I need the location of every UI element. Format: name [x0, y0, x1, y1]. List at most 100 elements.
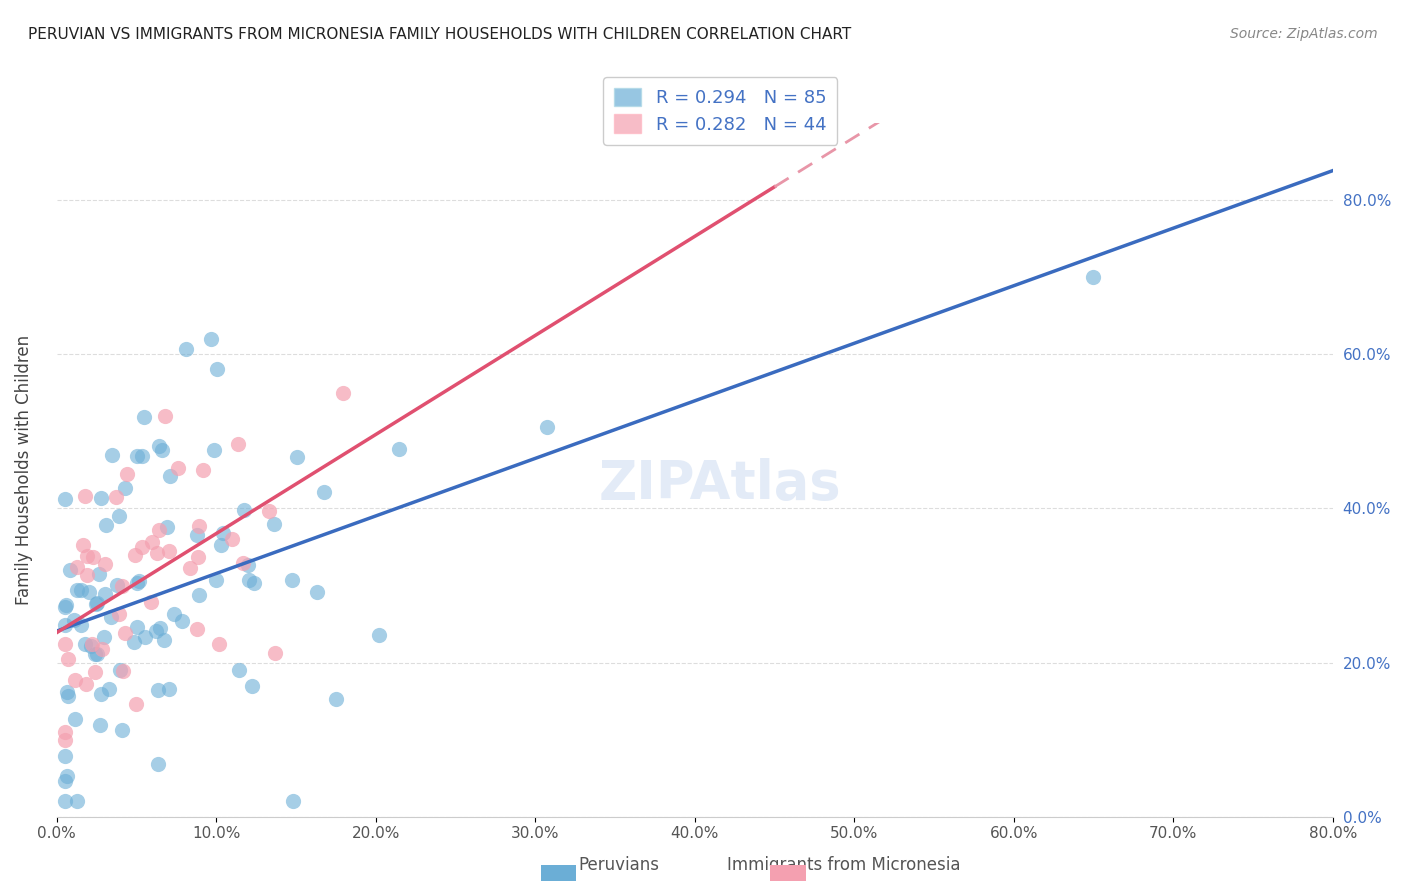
Point — [191, 463, 214, 477]
Point — [104, 490, 127, 504]
Point — [83, 665, 105, 679]
Point — [72, 538, 94, 552]
Point — [110, 579, 132, 593]
Text: ZIPAtlas: ZIPAtlas — [599, 458, 842, 510]
Point — [93, 630, 115, 644]
Point — [91, 642, 114, 657]
Point — [65, 673, 87, 687]
Point — [207, 362, 229, 376]
Point — [202, 443, 225, 458]
Point — [148, 683, 170, 698]
Point — [53, 491, 76, 506]
Point — [155, 520, 177, 534]
Legend: R = 0.294   N = 85, R = 0.282   N = 44: R = 0.294 N = 85, R = 0.282 N = 44 — [603, 77, 837, 145]
Point — [152, 443, 174, 458]
Point — [58, 652, 80, 666]
Point — [163, 607, 186, 622]
Point — [139, 595, 162, 609]
Point — [240, 680, 263, 694]
Point — [84, 647, 107, 661]
Point — [115, 467, 138, 482]
Point — [53, 794, 76, 808]
Point — [368, 628, 391, 642]
Point — [155, 409, 177, 424]
Point — [66, 582, 89, 597]
Point — [148, 440, 170, 454]
Point — [285, 450, 308, 465]
Point — [53, 749, 76, 764]
Point — [111, 665, 134, 679]
Point — [125, 576, 148, 591]
Point — [70, 583, 93, 598]
Point — [131, 449, 153, 463]
Point — [90, 491, 112, 505]
Point — [70, 618, 93, 632]
Point — [159, 469, 181, 483]
Point — [86, 596, 108, 610]
Point — [186, 528, 208, 542]
Text: Source: ZipAtlas.com: Source: ZipAtlas.com — [1230, 27, 1378, 41]
Point — [100, 609, 122, 624]
Point — [312, 485, 335, 500]
Point — [108, 607, 131, 621]
Point — [111, 723, 134, 737]
Point — [125, 449, 148, 463]
Point — [87, 566, 110, 581]
Point — [179, 560, 201, 574]
Point — [77, 584, 100, 599]
Point — [59, 563, 82, 577]
Point — [228, 437, 250, 451]
Point — [325, 691, 347, 706]
Point — [73, 637, 96, 651]
Point — [90, 687, 112, 701]
Point — [97, 682, 120, 697]
Point — [101, 449, 124, 463]
Point — [94, 587, 117, 601]
Point — [232, 557, 254, 571]
Point — [128, 574, 150, 588]
Point — [56, 685, 79, 699]
Point — [187, 549, 209, 564]
Point — [53, 732, 76, 747]
Point — [174, 342, 197, 356]
Point — [283, 794, 305, 808]
Point — [53, 637, 76, 651]
Point — [93, 558, 115, 572]
Point — [157, 682, 180, 697]
Point — [108, 664, 131, 678]
Point — [89, 717, 111, 731]
Point — [236, 558, 259, 573]
Point — [73, 489, 96, 503]
Point — [84, 597, 107, 611]
Point — [53, 773, 76, 788]
Point — [114, 481, 136, 495]
Point — [257, 504, 280, 518]
Point — [1083, 270, 1105, 285]
Text: Immigrants from Micronesia: Immigrants from Micronesia — [727, 856, 960, 874]
Point — [132, 410, 155, 425]
Point — [305, 585, 328, 599]
Point — [108, 508, 131, 523]
Point — [167, 461, 190, 475]
Point — [238, 573, 260, 587]
Point — [86, 647, 108, 661]
Point — [76, 549, 98, 563]
Point — [63, 712, 86, 726]
Point — [228, 663, 250, 677]
Point — [66, 560, 89, 574]
Point — [188, 519, 211, 533]
Point — [122, 635, 145, 649]
Point — [170, 614, 193, 628]
Point — [280, 574, 302, 588]
Point — [388, 442, 411, 456]
Point — [263, 517, 285, 532]
Point — [148, 756, 170, 771]
Point — [79, 639, 101, 653]
Point — [232, 503, 254, 517]
Point — [105, 578, 128, 592]
Point — [205, 573, 228, 587]
Point — [114, 626, 136, 640]
Point — [149, 621, 172, 635]
Point — [148, 523, 170, 537]
Text: PERUVIAN VS IMMIGRANTS FROM MICRONESIA FAMILY HOUSEHOLDS WITH CHILDREN CORRELATI: PERUVIAN VS IMMIGRANTS FROM MICRONESIA F… — [28, 27, 852, 42]
